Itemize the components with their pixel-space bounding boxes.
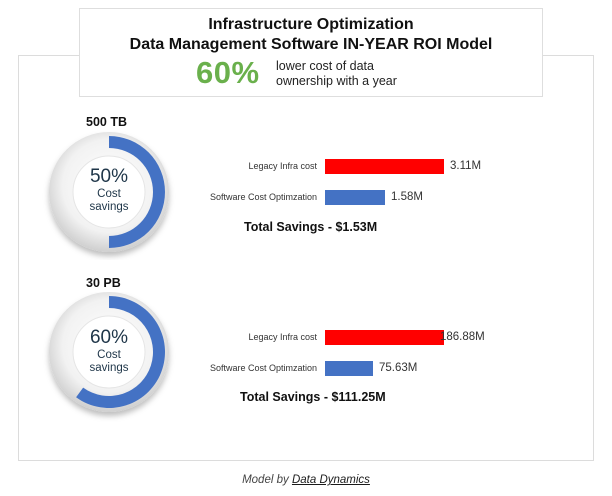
bar-value-legacy: 186.88M: [440, 331, 485, 343]
headline-desc-line-1: lower cost of data: [276, 59, 374, 73]
donut-label-30pb: 60% Cost savings: [79, 327, 139, 375]
headline-description: lower cost of data ownership with a year: [276, 59, 476, 89]
donut-chart-30pb: [49, 292, 169, 412]
bar-label-software: Software Cost Optimzation: [209, 363, 317, 373]
bar-legacy-30pb: [325, 330, 444, 345]
donut-sub-line-1: Cost: [97, 349, 121, 361]
donut-label-500tb: 50% Cost savings: [79, 166, 139, 214]
donut-savings-arc: [109, 136, 165, 248]
bar-label-software: Software Cost Optimzation: [209, 192, 317, 202]
bar-legacy-500tb: [325, 159, 444, 174]
total-savings-500tb: Total Savings - $1.53M: [244, 220, 378, 234]
donut-chart-500tb: [49, 132, 169, 252]
bar-label-legacy: Legacy Infra cost: [248, 161, 317, 171]
footer-link[interactable]: Data Dynamics: [291, 474, 370, 486]
bar-value-legacy: 3.11M: [450, 160, 482, 172]
donut-sub-line-2: savings: [89, 201, 129, 213]
donut-percent: 50%: [89, 166, 129, 187]
header-box: Infrastructure Optimization Data Managem…: [79, 8, 543, 97]
total-savings-30pb: Total Savings - $111.25M: [240, 390, 386, 404]
title-line-2: Data Management Software IN-YEAR ROI Mod…: [129, 36, 493, 53]
bar-software-500tb: [325, 190, 385, 205]
title-line-1: Infrastructure Optimization: [208, 16, 414, 33]
donut-sub-line-1: Cost: [97, 188, 121, 200]
donut-percent: 60%: [89, 327, 129, 348]
donut-hole: [72, 155, 146, 229]
bar-label-legacy: Legacy Infra cost: [248, 332, 317, 342]
headline-percent: 60%: [196, 55, 260, 90]
bar-value-software: 75.63M: [379, 362, 418, 374]
donut-sub-line-2: savings: [89, 362, 129, 374]
section-label-30pb: 30 PB: [86, 276, 121, 290]
bar-software-30pb: [325, 361, 373, 376]
footer: Model by Data Dynamics: [0, 474, 612, 486]
headline-desc-line-2: ownership with a year: [276, 74, 397, 88]
donut-savings-arc: [76, 296, 165, 408]
donut-hole: [72, 315, 146, 389]
bar-value-software: 1.58M: [391, 191, 423, 203]
section-label-500tb: 500 TB: [86, 115, 127, 129]
footer-prefix: Model by: [242, 474, 289, 486]
